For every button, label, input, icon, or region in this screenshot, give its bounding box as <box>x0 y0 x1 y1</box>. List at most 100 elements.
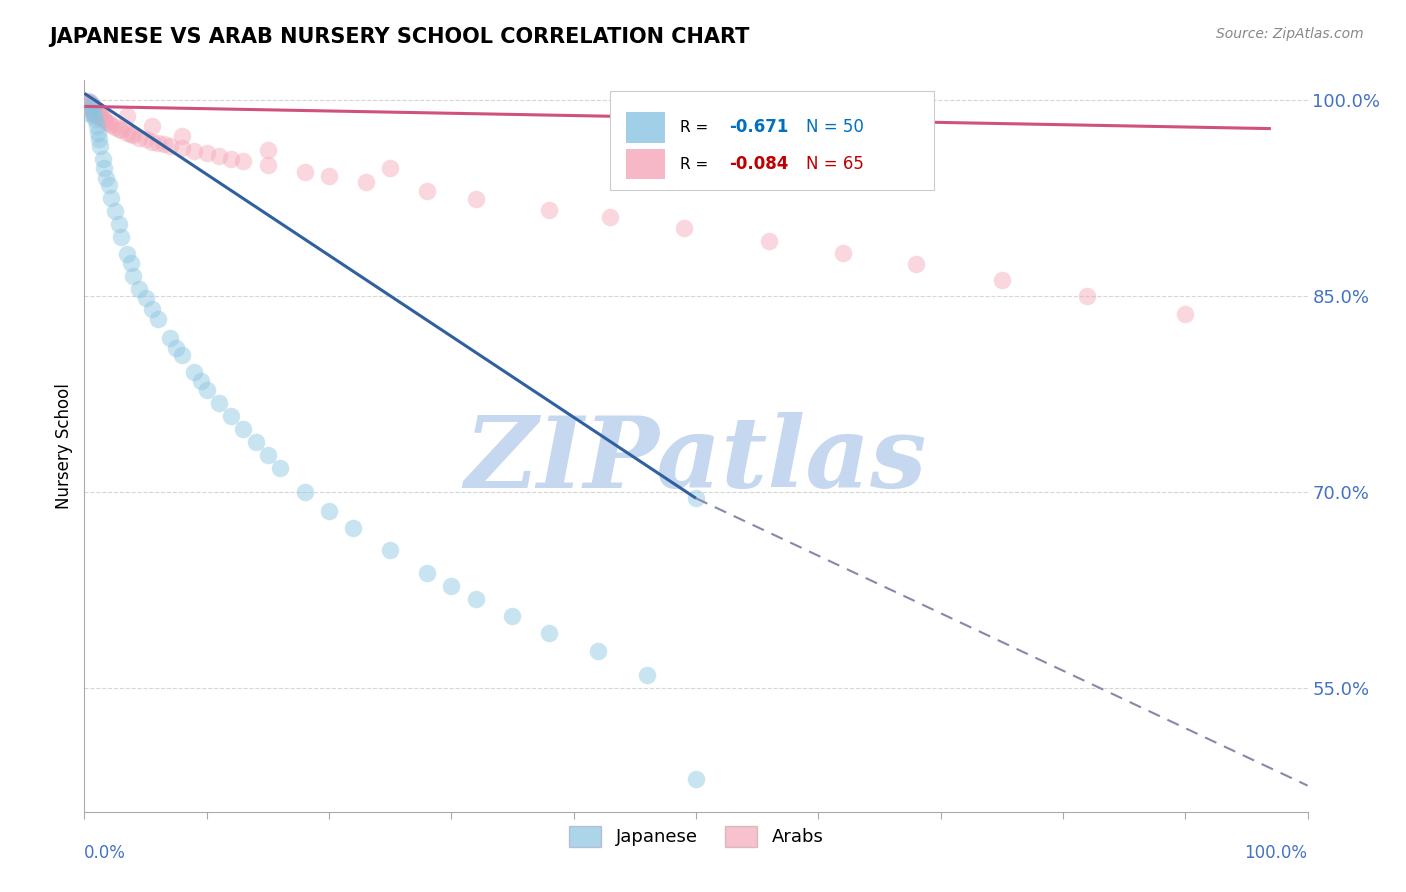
Point <box>82 103 104 118</box>
Point <box>141 135 163 149</box>
Point <box>342 521 364 535</box>
Point <box>77 98 100 112</box>
Point <box>159 138 181 153</box>
Point <box>104 203 127 218</box>
Point <box>89 138 111 153</box>
Point <box>86 109 108 123</box>
Point <box>97 116 120 130</box>
Point <box>128 282 150 296</box>
Text: -0.084: -0.084 <box>728 155 789 173</box>
Point <box>128 130 150 145</box>
Point <box>135 132 157 146</box>
Text: JAPANESE VS ARAB NURSERY SCHOOL CORRELATION CHART: JAPANESE VS ARAB NURSERY SCHOOL CORRELAT… <box>49 27 749 46</box>
Text: N = 65: N = 65 <box>806 155 863 173</box>
Point <box>75 95 97 110</box>
Point <box>84 102 107 116</box>
Point <box>110 123 132 137</box>
Point <box>245 435 267 450</box>
Point <box>84 107 107 121</box>
Text: 0.0%: 0.0% <box>84 845 127 863</box>
Point <box>80 103 103 118</box>
Point <box>685 772 707 786</box>
Point <box>100 191 122 205</box>
Point <box>87 132 110 146</box>
Point <box>195 383 218 397</box>
Point <box>87 107 110 121</box>
Point <box>464 192 486 206</box>
Text: R =: R = <box>681 156 713 171</box>
Point <box>107 217 129 231</box>
Point <box>172 347 194 361</box>
Point <box>77 95 100 110</box>
Point <box>141 301 163 316</box>
Point <box>172 129 194 144</box>
Point <box>104 120 127 135</box>
Point <box>79 95 101 110</box>
Point <box>79 102 101 116</box>
Point <box>120 127 142 141</box>
Text: -0.671: -0.671 <box>728 119 789 136</box>
Point <box>318 504 340 518</box>
Point <box>91 152 114 166</box>
Point <box>80 98 103 112</box>
Point <box>232 154 254 169</box>
Point <box>905 257 928 271</box>
Point <box>831 245 853 260</box>
Point <box>87 126 110 140</box>
Y-axis label: Nursery School: Nursery School <box>55 383 73 509</box>
Point <box>599 211 621 225</box>
Point <box>183 365 205 379</box>
Text: R =: R = <box>681 120 713 135</box>
Text: N = 50: N = 50 <box>806 119 863 136</box>
Point <box>86 103 108 118</box>
Point <box>183 144 205 158</box>
Point <box>257 448 280 462</box>
Bar <box>626 149 665 179</box>
FancyBboxPatch shape <box>610 91 935 190</box>
Point <box>83 106 105 120</box>
Point <box>100 118 122 132</box>
Point <box>91 111 114 125</box>
Point <box>86 119 108 133</box>
Point <box>586 644 609 658</box>
Point <box>77 94 100 108</box>
Point <box>219 152 242 166</box>
Point <box>464 591 486 606</box>
Point <box>636 667 658 681</box>
Point <box>146 312 169 326</box>
Text: Source: ZipAtlas.com: Source: ZipAtlas.com <box>1216 27 1364 41</box>
Point <box>122 128 145 142</box>
Point <box>294 484 316 499</box>
Point <box>146 136 169 150</box>
Point <box>120 256 142 270</box>
Point <box>758 234 780 248</box>
Point <box>90 110 112 124</box>
Legend: Japanese, Arabs: Japanese, Arabs <box>561 819 831 854</box>
Point <box>96 115 118 129</box>
Point <box>97 178 120 192</box>
Point <box>89 109 111 123</box>
Point <box>195 146 218 161</box>
Point <box>115 109 138 123</box>
Point <box>416 184 439 198</box>
Bar <box>626 112 665 143</box>
Point <box>672 220 695 235</box>
Point <box>208 396 231 410</box>
Point <box>84 112 107 127</box>
Point <box>991 273 1014 287</box>
Point <box>269 461 291 475</box>
Point <box>110 230 132 244</box>
Point <box>115 247 138 261</box>
Point <box>685 491 707 506</box>
Point <box>115 126 138 140</box>
Point <box>440 579 463 593</box>
Point <box>87 104 110 119</box>
Point <box>83 109 105 123</box>
Point <box>159 330 181 344</box>
Point <box>416 566 439 580</box>
Point <box>208 149 231 163</box>
Point <box>135 292 157 306</box>
Point <box>380 543 402 558</box>
Point <box>538 202 561 217</box>
Point <box>96 171 118 186</box>
